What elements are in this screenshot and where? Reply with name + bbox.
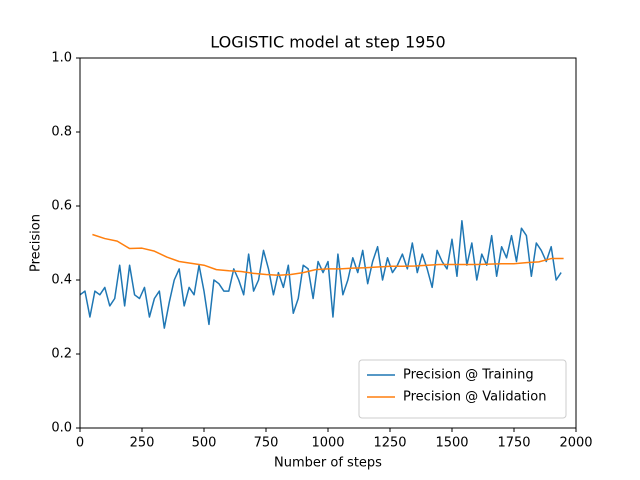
legend-label: Precision @ Training	[403, 368, 534, 383]
x-axis-label: Number of steps	[274, 456, 382, 471]
plot-frame	[79, 57, 577, 429]
data-line	[79, 220, 562, 329]
data-line	[92, 233, 564, 276]
y-tick-label: 0.4	[51, 273, 72, 288]
y-tick-label: 0.2	[51, 347, 72, 362]
y-tick-label: 0.0	[51, 421, 72, 436]
x-tick-label: 2000	[559, 436, 592, 451]
x-tick-label: 0	[76, 436, 84, 451]
x-tick-label: 250	[130, 436, 155, 451]
x-tick-label: 500	[192, 436, 217, 451]
y-axis-label: Precision	[29, 214, 44, 272]
x-tick-label: 750	[254, 436, 279, 451]
legend: Precision @ Training Precision @ Validati…	[358, 359, 567, 419]
x-tick-label: 1750	[497, 436, 530, 451]
x-tick-label: 1250	[373, 436, 406, 451]
legend-label: Precision @ Validation	[403, 390, 546, 405]
legend-box	[358, 359, 567, 419]
x-tick-label: 1500	[435, 436, 468, 451]
chart-title: LOGISTIC model at step 1950	[210, 33, 445, 52]
y-tick-label: 0.6	[51, 199, 72, 214]
x-tick-label: 1000	[311, 436, 344, 451]
y-tick-label: 1.0	[51, 51, 72, 66]
y-tick-label: 0.8	[51, 125, 72, 140]
